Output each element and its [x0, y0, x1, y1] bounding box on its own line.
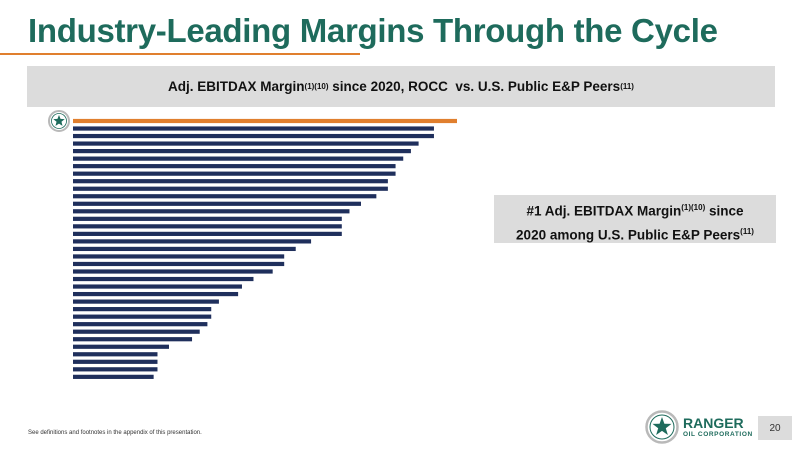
callout-line-1: #1 Adj. EBITDAX Margin(1)(10) since	[494, 198, 776, 222]
callout-text-1b: since	[705, 203, 744, 219]
subtitle-footnote-a: (1)(10)	[304, 82, 329, 91]
bar-peer	[73, 141, 419, 146]
bar-peer	[73, 284, 242, 289]
bar-peer	[73, 344, 169, 349]
bar-peer	[73, 201, 361, 206]
bar-peer	[73, 216, 342, 221]
bar-peer	[73, 367, 158, 372]
callout-footnote-1: (1)(10)	[681, 203, 706, 212]
highlight-marker-icon	[48, 110, 70, 132]
bar-peer	[73, 186, 388, 191]
footnote: See definitions and footnotes in the app…	[28, 430, 202, 436]
chart-subtitle-banner: Adj. EBITDAX Margin (1)(10) since 2020, R…	[27, 66, 775, 107]
bar-peer	[73, 239, 312, 244]
bar-peer	[73, 329, 200, 334]
bar-peer	[73, 224, 342, 229]
bar-peer	[73, 359, 158, 364]
bar-peer	[73, 352, 158, 357]
callout-footnote-2: (11)	[740, 226, 754, 236]
bar-peer	[73, 194, 377, 199]
bar-peer	[73, 164, 396, 169]
bar-peer	[73, 291, 239, 297]
logo-subtitle: OIL CORPORATION	[683, 430, 753, 438]
bar-peer	[73, 276, 254, 282]
subtitle-text-b: since 2020, ROCC vs. U.S. Public E&P Pee…	[328, 79, 621, 94]
slide-title: Industry-Leading Margins Through the Cyc…	[28, 12, 718, 49]
callout-text-2a: 2020 among U.S. Public E&P Peers	[516, 227, 741, 242]
bar-peer	[73, 209, 350, 214]
company-logo: RANGER OIL CORPORATION	[645, 410, 753, 444]
bar-peer	[73, 322, 208, 327]
bar-peer	[73, 269, 273, 274]
bar-peer	[73, 231, 342, 236]
bar-peer	[73, 374, 154, 379]
bar-peer	[73, 254, 285, 259]
bar-peer	[73, 337, 193, 342]
subtitle-text-a: Adj. EBITDAX Margin	[168, 79, 305, 94]
title-underline	[0, 53, 360, 55]
bar-peer	[73, 246, 296, 252]
bar-peer	[73, 126, 434, 131]
ranking-callout: #1 Adj. EBITDAX Margin(1)(10) since 2020…	[494, 195, 776, 243]
bar-peer	[73, 149, 411, 154]
page-number: 20	[758, 416, 792, 440]
bar-peer	[73, 133, 434, 139]
callout-line-2: 2020 among U.S. Public E&P Peers(11)	[494, 222, 776, 246]
subtitle-footnote-b: (11)	[620, 82, 634, 91]
bar-peer	[73, 307, 212, 312]
bar-peer	[73, 179, 388, 184]
bar-peer	[73, 299, 219, 304]
logo-name: RANGER	[683, 414, 744, 431]
star-seal-icon	[645, 410, 679, 444]
bar-peer	[73, 171, 396, 176]
callout-text-1a: #1 Adj. EBITDAX Margin	[526, 203, 682, 219]
bar-peer	[73, 156, 404, 161]
bar-peer	[73, 261, 285, 267]
bar-peer	[73, 314, 212, 319]
bar-highlight	[73, 118, 457, 124]
